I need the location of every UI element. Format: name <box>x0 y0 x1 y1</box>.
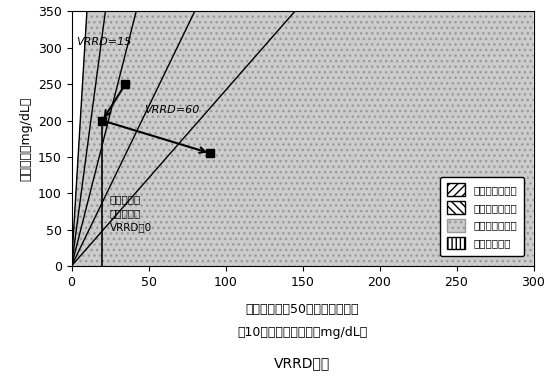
Text: 負であり、
したがって
VRRD＝0: 負であり、 したがって VRRD＝0 <box>110 195 152 233</box>
Text: VRRD=60: VRRD=60 <box>144 105 199 115</box>
Text: －10パーセンタイル（mg/dL）: －10パーセンタイル（mg/dL） <box>238 326 367 339</box>
Text: VRRD=15: VRRD=15 <box>76 37 131 47</box>
Y-axis label: メジアン（mg/dL）: メジアン（mg/dL） <box>19 97 32 181</box>
Text: VRRDの例: VRRDの例 <box>274 356 331 370</box>
Text: 低範囲変動、50パーセンタイル: 低範囲変動、50パーセンタイル <box>246 303 359 316</box>
Legend: 低血糖リスク高, 低血糖リスク中, 低血糖リスク低, ターゲット内: 低血糖リスク高, 低血糖リスク中, 低血糖リスク低, ターゲット内 <box>441 177 524 256</box>
